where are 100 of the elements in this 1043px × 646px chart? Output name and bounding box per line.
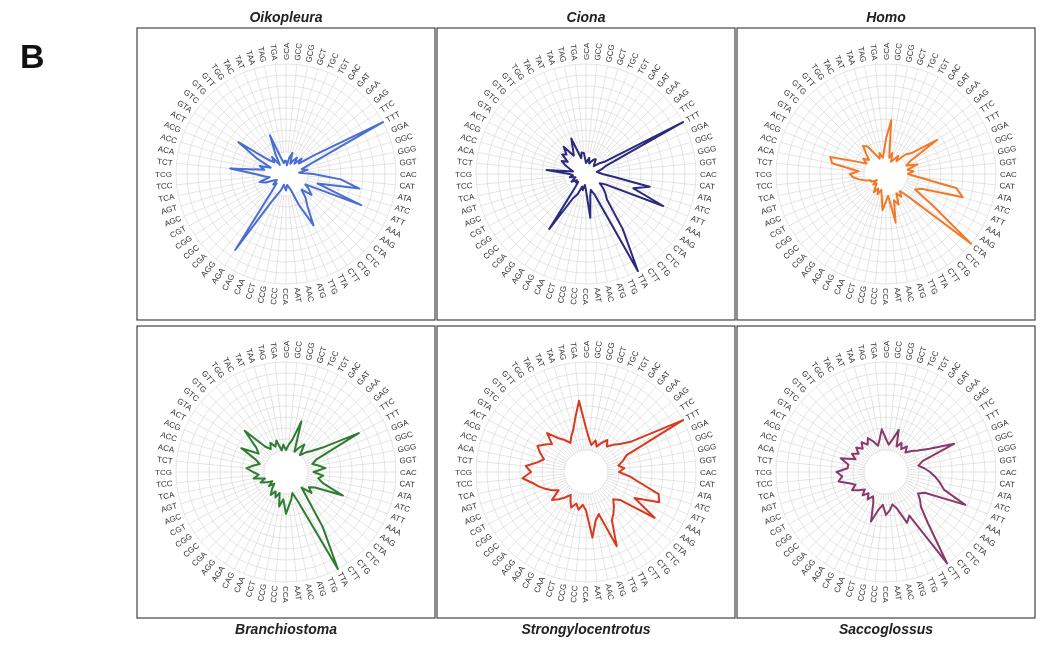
spoke-label: TTG (925, 277, 940, 296)
spoke-label: TCA (457, 489, 476, 503)
chart-title: Homo (866, 9, 907, 25)
spoke-label: TAG (255, 45, 268, 64)
spoke-label: AAT (592, 287, 603, 303)
spoke-label: TAG (555, 45, 568, 64)
spoke-label: GGT (399, 454, 418, 466)
spoke-label: AAC (303, 284, 316, 304)
spoke-label: CCA (281, 586, 291, 604)
text: Branchiostoma (235, 621, 338, 637)
spoke-label: ATC (693, 501, 712, 515)
spoke-label: CCG (556, 582, 569, 603)
spoke-label: CCT (244, 579, 258, 599)
spoke-label: GCG (904, 43, 917, 64)
spoke-label: AAC (903, 284, 916, 304)
spoke-label: CAT (698, 478, 716, 490)
spoke-label: TAT (232, 352, 247, 369)
spoke-label: ATA (696, 192, 714, 204)
spoke-label: CCA (281, 288, 291, 306)
spoke-label: GCC (592, 42, 604, 62)
spoke-label: TCT (156, 455, 174, 466)
spoke-label: TCT (456, 455, 474, 466)
spoke-label: CAT (998, 478, 1016, 490)
spoke-label: CCT (544, 281, 558, 301)
spoke-label: CCA (881, 586, 891, 604)
spoke-label: CCG (856, 284, 869, 305)
spoke-label: GGT (999, 156, 1018, 168)
spoke-label: ATG (614, 281, 628, 300)
spoke-label: GGG (396, 144, 418, 157)
spoke-label: TCA (457, 191, 476, 205)
spoke-label: CCC (868, 286, 880, 306)
spoke-label: ACC (759, 131, 779, 146)
spoke-label: ATC (993, 501, 1012, 515)
spoke-label: TAT (532, 54, 547, 71)
spoke-label: ACA (157, 442, 176, 455)
spoke-label: TGA (268, 43, 280, 62)
spoke-label: CCT (244, 281, 258, 301)
spoke-label: CCC (568, 584, 580, 604)
spoke-label: CCA (881, 288, 891, 306)
spoke-label: TCT (156, 157, 174, 168)
spoke-label: ACA (757, 144, 776, 157)
spoke-label: TCT (756, 157, 774, 168)
spoke-label: AGT (159, 501, 179, 515)
spoke-label: AGT (759, 501, 779, 515)
spoke-label: CCT (544, 579, 558, 599)
spoke-label: ATA (996, 490, 1014, 502)
spoke-label: CCG (856, 582, 869, 603)
spoke-label: GGG (996, 144, 1018, 157)
spoke-label: TAT (832, 352, 847, 369)
spoke-label: ATC (693, 203, 712, 217)
spoke-label: GCA (881, 42, 891, 60)
spoke-label: TAG (555, 343, 568, 362)
spoke-label: AAT (892, 287, 903, 303)
spoke-label: TTT (384, 407, 402, 423)
spoke-label: CAT (698, 180, 716, 192)
spoke-label: GGT (399, 156, 418, 168)
spoke-label: TCA (157, 191, 176, 205)
spoke-label: CAC (1000, 169, 1018, 179)
spoke-label: TCC (455, 180, 474, 192)
spoke-label: CCG (556, 284, 569, 305)
spoke-label: GGC (393, 429, 415, 444)
spoke-label: TGA (868, 341, 880, 360)
spoke-label: GCA (281, 42, 291, 60)
spoke-label: AAT (892, 585, 903, 601)
spoke-label: ACA (457, 442, 476, 455)
spoke-label: ACA (157, 144, 176, 157)
spoke-label: GGC (393, 131, 415, 146)
spoke-label: GCC (892, 340, 904, 360)
spoke-label: GCG (904, 341, 917, 362)
spoke-label: TAG (855, 343, 868, 362)
spoke-label: ACT (469, 109, 488, 125)
spoke-label: ATC (393, 203, 412, 217)
spoke-label: TTG (325, 277, 340, 296)
spoke-label: AAC (603, 284, 616, 304)
spoke-label: AAT (292, 585, 303, 601)
spoke-label: CAT (998, 180, 1016, 192)
spoke-label: TGA (568, 43, 580, 62)
spoke-label: ACT (169, 109, 188, 125)
spoke-label: TCA (757, 191, 776, 205)
spoke-label: GCG (604, 341, 617, 362)
spoke-label: GGG (396, 442, 418, 455)
spoke-label: ATG (914, 579, 928, 598)
spoke-label: GCG (304, 341, 317, 362)
spoke-label: CAT (398, 478, 416, 490)
spoke-label: TTT (984, 109, 1002, 125)
spoke-label: ATC (993, 203, 1012, 217)
spoke-label: TAT (532, 352, 547, 369)
spoke-label: ATA (396, 192, 414, 204)
spoke-label: GGG (696, 442, 718, 455)
spoke-label: GCC (592, 340, 604, 360)
spoke-label: CAC (1000, 467, 1018, 477)
spoke-label: CCA (581, 586, 591, 604)
spoke-label: TCG (155, 467, 172, 477)
text: Strongylocentrotus (521, 621, 651, 637)
spoke-label: ACC (459, 131, 479, 146)
spoke-label: TCC (455, 478, 474, 490)
spoke-label: TCA (157, 489, 176, 503)
spoke-label: CCC (268, 584, 280, 604)
spoke-label: TCC (155, 478, 174, 490)
spoke-label: GCA (581, 42, 591, 60)
